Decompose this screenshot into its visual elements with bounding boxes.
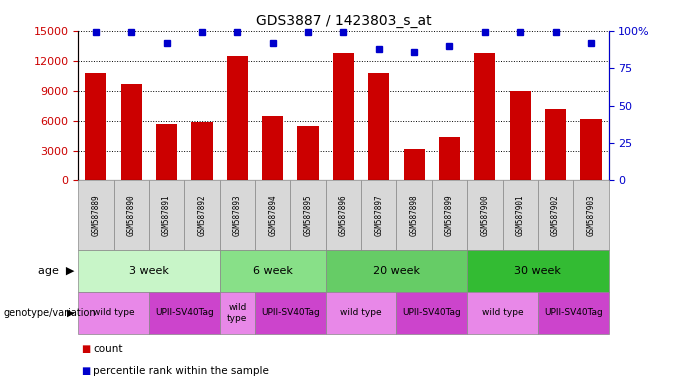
Text: UPII-SV40Tag: UPII-SV40Tag bbox=[403, 308, 461, 318]
Bar bbox=[509, 91, 531, 180]
Text: GSM587900: GSM587900 bbox=[480, 194, 490, 236]
Text: GSM587894: GSM587894 bbox=[268, 194, 277, 236]
Text: GSM587889: GSM587889 bbox=[91, 194, 101, 236]
Text: GSM587891: GSM587891 bbox=[162, 194, 171, 236]
Text: 30 week: 30 week bbox=[515, 266, 561, 276]
Text: GSM587893: GSM587893 bbox=[233, 194, 242, 236]
Bar bbox=[297, 126, 319, 180]
Bar bbox=[545, 109, 566, 180]
Text: genotype/variation: genotype/variation bbox=[3, 308, 96, 318]
Text: wild type: wild type bbox=[340, 308, 382, 318]
Bar bbox=[403, 149, 425, 180]
Text: UPII-SV40Tag: UPII-SV40Tag bbox=[261, 308, 320, 318]
Text: GSM587896: GSM587896 bbox=[339, 194, 348, 236]
Text: GSM587899: GSM587899 bbox=[445, 194, 454, 236]
Bar bbox=[191, 122, 213, 180]
Text: count: count bbox=[93, 344, 122, 354]
Text: GSM587897: GSM587897 bbox=[374, 194, 384, 236]
Bar bbox=[333, 53, 354, 180]
Text: 20 week: 20 week bbox=[373, 266, 420, 276]
Bar bbox=[120, 84, 142, 180]
Text: ■: ■ bbox=[82, 344, 91, 354]
Bar bbox=[85, 73, 107, 180]
Text: age  ▶: age ▶ bbox=[39, 266, 75, 276]
Text: GSM587892: GSM587892 bbox=[197, 194, 207, 236]
Text: UPII-SV40Tag: UPII-SV40Tag bbox=[155, 308, 214, 318]
Bar bbox=[474, 53, 496, 180]
Text: ▶: ▶ bbox=[67, 308, 75, 318]
Text: GSM587898: GSM587898 bbox=[409, 194, 419, 236]
Text: GSM587902: GSM587902 bbox=[551, 194, 560, 236]
Bar bbox=[262, 116, 284, 180]
Text: wild type: wild type bbox=[481, 308, 524, 318]
Bar bbox=[156, 124, 177, 180]
Text: ■: ■ bbox=[82, 366, 91, 376]
Bar bbox=[580, 119, 602, 180]
Title: GDS3887 / 1423803_s_at: GDS3887 / 1423803_s_at bbox=[256, 14, 431, 28]
Text: GSM587895: GSM587895 bbox=[303, 194, 313, 236]
Text: GSM587901: GSM587901 bbox=[515, 194, 525, 236]
Text: wild type: wild type bbox=[92, 308, 135, 318]
Text: 6 week: 6 week bbox=[253, 266, 292, 276]
Bar bbox=[368, 73, 390, 180]
Text: wild
type: wild type bbox=[227, 303, 248, 323]
Text: GSM587903: GSM587903 bbox=[586, 194, 596, 236]
Text: 3 week: 3 week bbox=[129, 266, 169, 276]
Text: UPII-SV40Tag: UPII-SV40Tag bbox=[544, 308, 602, 318]
Bar bbox=[439, 137, 460, 180]
Text: GSM587890: GSM587890 bbox=[126, 194, 136, 236]
Bar bbox=[226, 56, 248, 180]
Text: percentile rank within the sample: percentile rank within the sample bbox=[93, 366, 269, 376]
